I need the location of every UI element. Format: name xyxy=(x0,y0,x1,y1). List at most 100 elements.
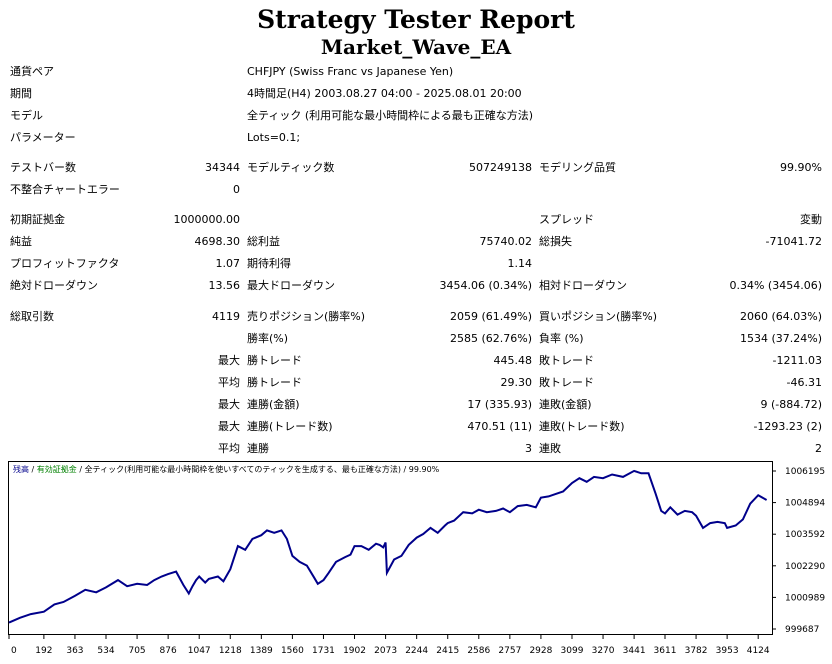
info-row-period: 期間 4時間足(H4) 2003.08.27 04:00 - 2025.08.0… xyxy=(0,83,832,105)
max-consecutive-count-qualifier: 最大 xyxy=(218,420,240,433)
max-consecutive-profit-label: 連勝(トレード数) xyxy=(247,420,333,433)
parameters-label: パラメーター xyxy=(10,131,76,144)
ticks-label: モデルティック数 xyxy=(247,161,335,174)
quality-label: モデリング品質 xyxy=(539,161,616,174)
expected-payoff-value: 1.14 xyxy=(507,257,533,270)
maximal-drawdown-label: 最大ドローダウン xyxy=(247,279,335,292)
gross-profit-label: 総利益 xyxy=(247,235,280,248)
x-tick-label: 363 xyxy=(66,646,83,656)
x-tick-label: 2415 xyxy=(436,646,459,656)
stats-row-deposit: 初期証拠金 1000000.00 スプレッド 変動 xyxy=(0,209,832,231)
x-tick-label: 3953 xyxy=(716,646,739,656)
stats-row-max-consecutive-money: 最大 連勝(金額) 17 (335.93) 連敗(金額) 9 (-884.72) xyxy=(0,394,832,416)
spread-label: スプレッド xyxy=(539,213,594,226)
gross-loss-value: -71041.72 xyxy=(765,235,822,248)
y-tick-label: 1004894 xyxy=(785,499,825,509)
total-trades-label: 総取引数 xyxy=(10,310,54,323)
parameters-value: Lots=0.1; xyxy=(247,131,301,144)
balance-chart: 1006195 1004894 1003592 1002290 1000989 99968… xyxy=(8,461,828,659)
period-label: 期間 xyxy=(10,87,32,100)
net-profit-value: 4698.30 xyxy=(194,235,241,248)
max-consecutive-wins-value: 17 (335.93) xyxy=(467,398,532,411)
y-tick-label: 1000989 xyxy=(785,593,825,603)
x-tick-label: 2586 xyxy=(467,646,490,656)
y-tick-label: 1003592 xyxy=(785,530,825,540)
average-loss-trade-value: -46.31 xyxy=(786,376,822,389)
long-positions-value: 2060 (64.03%) xyxy=(739,310,822,323)
average-qualifier: 平均 xyxy=(218,376,240,389)
x-tick-label: 705 xyxy=(128,646,145,656)
average-consecutive-losses-value: 2 xyxy=(815,442,822,455)
profit-factor-value: 1.07 xyxy=(215,257,241,270)
legend-balance: 残高 xyxy=(13,465,29,474)
stats-row-win-rate: 勝率(%) 2585 (62.76%) 負率 (%) 1534 (37.24%) xyxy=(0,328,832,350)
max-consecutive-wins-label: 連勝(金額) xyxy=(247,398,300,411)
legend-separator: / xyxy=(400,465,409,474)
info-row-symbol: 通貨ペア CHFJPY (Swiss Franc vs Japanese Yen… xyxy=(0,61,832,83)
profit-trades-label: 勝率(%) xyxy=(247,332,289,345)
x-tick-label: 1731 xyxy=(312,646,335,656)
stats-row-average-consecutive: 平均 連勝 3 連敗 2 xyxy=(0,438,832,460)
x-tick-label: 4124 xyxy=(747,646,770,656)
absolute-drawdown-value: 13.56 xyxy=(208,279,241,292)
x-tick-label: 3611 xyxy=(654,646,677,656)
average-profit-trade-value: 29.30 xyxy=(500,376,533,389)
loss-trades-label: 負率 (%) xyxy=(539,332,584,345)
average-consecutive-wins-value: 3 xyxy=(525,442,532,455)
y-tick-labels: 1006195 1004894 1003592 1002290 1000989 99968… xyxy=(772,467,825,635)
x-tick-label: 1560 xyxy=(281,646,304,656)
largest-profit-trade-value: 445.48 xyxy=(493,354,533,367)
maximal-drawdown-value: 3454.06 (0.34%) xyxy=(439,279,532,292)
x-tick-label: 3270 xyxy=(592,646,615,656)
average-consecutive-wins-label: 連勝 xyxy=(247,442,269,455)
gross-loss-label: 総損失 xyxy=(539,235,572,248)
largest-profit-trade-label: 勝トレード xyxy=(247,354,302,367)
x-tick-label: 2757 xyxy=(498,646,521,656)
max-consecutive-losses-value: 9 (-884.72) xyxy=(760,398,822,411)
model-value: 全ティック (利用可能な最小時間枠による最も正確な方法) xyxy=(247,109,534,122)
total-trades-value: 4119 xyxy=(212,310,240,323)
mismatch-value: 0 xyxy=(233,183,240,196)
expert-advisor-name: Market_Wave_EA xyxy=(320,35,512,59)
plot-area xyxy=(8,461,773,635)
symbol-label: 通貨ペア xyxy=(10,65,54,78)
max-consecutive-losses-label: 連敗(金額) xyxy=(539,398,592,411)
x-tick-label: 2928 xyxy=(529,646,552,656)
average-consecutive-losses-label: 連敗 xyxy=(539,442,561,455)
loss-trades-value: 1534 (37.24%) xyxy=(739,332,822,345)
x-tick-label: 1047 xyxy=(188,646,211,656)
absolute-drawdown-label: 絶対ドローダウン xyxy=(10,279,98,292)
balance-chart-svg: 1006195 1004894 1003592 1002290 1000989 99968… xyxy=(8,461,825,656)
stats-row-average: 平均 勝トレード 29.30 敗トレード -46.31 xyxy=(0,372,832,394)
x-tick-label: 876 xyxy=(160,646,177,656)
legend-separator: / xyxy=(29,465,37,474)
relative-drawdown-value: 0.34% (3454.06) xyxy=(729,279,822,292)
average-loss-trade-label: 敗トレード xyxy=(539,376,594,389)
balance-line xyxy=(8,469,768,624)
stats-row-max-consecutive-count: 最大 連勝(トレード数) 470.51 (11) 連敗(トレード数) -1293… xyxy=(0,416,832,438)
stats-row-total-trades: 総取引数 4119 売りポジション(勝率%) 2059 (61.49%) 買いポ… xyxy=(0,306,832,328)
y-tick-label: 1006195 xyxy=(785,467,825,477)
period-value: 4時間足(H4) 2003.08.27 04:00 - 2025.08.01 2… xyxy=(247,87,522,100)
stats-row-largest: 最大 勝トレード 445.48 敗トレード -1211.03 xyxy=(0,350,832,372)
x-tick-label: 3099 xyxy=(561,646,584,656)
report-title: Strategy Tester Report xyxy=(257,5,575,34)
legend-model: 全ティック(利用可能な最小時間枠を使いすべてのティックを生成する、最も正確な方法… xyxy=(84,465,401,474)
stats-row-profit-factor: プロフィットファクタ 1.07 期待利得 1.14 xyxy=(0,253,832,275)
ticks-value: 507249138 xyxy=(469,161,532,174)
x-tick-label: 192 xyxy=(35,646,52,656)
x-tick-label: 0 xyxy=(11,646,17,656)
net-profit-label: 純益 xyxy=(10,235,32,248)
stats-row-drawdown: 絶対ドローダウン 13.56 最大ドローダウン 3454.06 (0.34%) … xyxy=(0,275,832,297)
legend-quality: 99.90% xyxy=(408,465,440,474)
x-tick-label: 3441 xyxy=(623,646,646,656)
info-row-parameters: パラメーター Lots=0.1; xyxy=(0,127,832,149)
short-positions-label: 売りポジション(勝率%) xyxy=(247,310,366,323)
largest-loss-trade-label: 敗トレード xyxy=(539,354,594,367)
relative-drawdown-label: 相対ドローダウン xyxy=(539,279,627,292)
x-tick-label: 1389 xyxy=(250,646,273,656)
spread-value: 変動 xyxy=(800,213,822,226)
symbol-value: CHFJPY (Swiss Franc vs Japanese Yen) xyxy=(247,65,454,78)
profit-factor-label: プロフィットファクタ xyxy=(10,257,120,270)
bars-value: 34344 xyxy=(205,161,240,174)
